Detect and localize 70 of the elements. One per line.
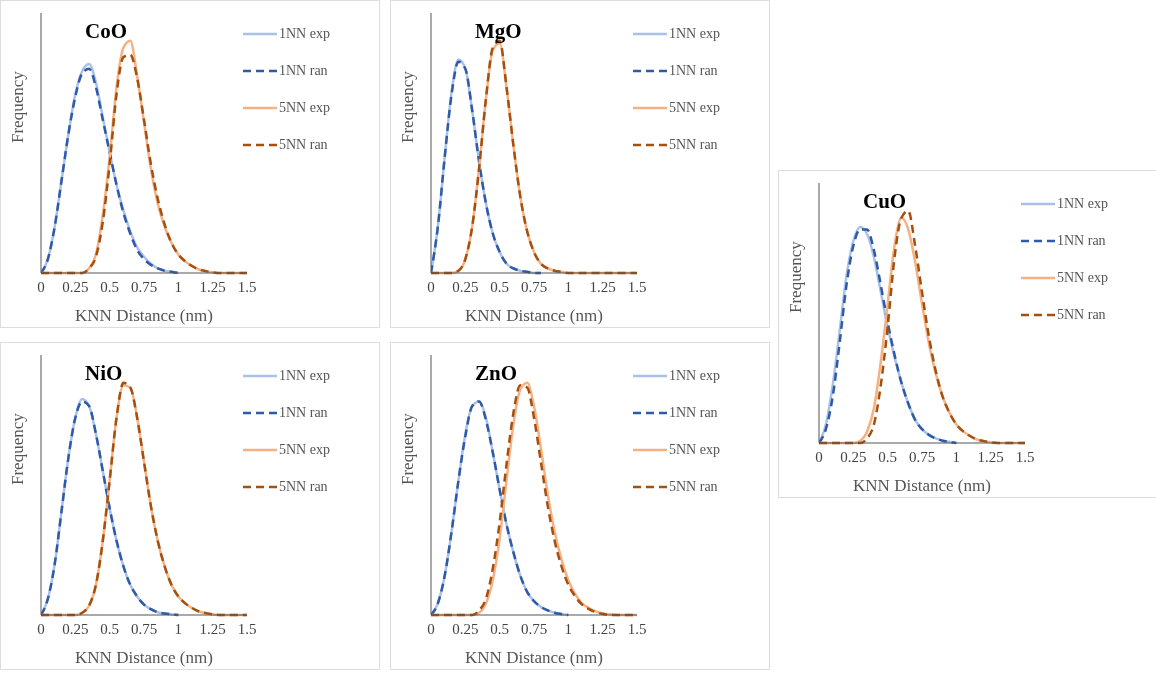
legend-label: 5NN ran (279, 478, 328, 495)
legend-label: 1NN exp (669, 25, 720, 42)
legend-label: 1NN ran (279, 404, 328, 421)
legend-label: 1NN ran (1057, 232, 1106, 249)
legend-label: 5NN exp (1057, 269, 1108, 286)
legend-label: 5NN ran (1057, 306, 1106, 323)
x-tick-label: 1 (952, 448, 961, 465)
x-tick-label: 0.25 (840, 448, 867, 465)
x-tick-label: 0.25 (62, 620, 89, 637)
y-axis-title: Frequency (398, 412, 418, 485)
legend-label: 5NN ran (279, 136, 328, 153)
x-tick-label: 0 (37, 278, 45, 295)
x-tick-label: 0 (427, 620, 435, 637)
x-tick-label: 0.75 (520, 278, 548, 295)
legend-label: 1NN exp (1057, 195, 1108, 212)
x-tick-label: 0.5 (490, 620, 510, 637)
chart-title: CuO (863, 189, 907, 214)
y-axis-title: Frequency (8, 70, 28, 143)
x-axis-title: KNN Distance (nm) (853, 476, 991, 495)
chart-title: MgO (475, 19, 522, 44)
x-tick-label: 0.5 (878, 448, 898, 465)
x-tick-label: 0.75 (130, 278, 158, 295)
x-tick-label: 1.25 (589, 278, 616, 295)
x-tick-label: 1 (564, 278, 573, 295)
x-tick-label: 0.75 (908, 448, 936, 465)
x-tick-label: 0 (427, 278, 435, 295)
x-tick-label: 1.5 (627, 620, 647, 637)
x-tick-label: 0 (815, 448, 823, 465)
legend-label: 5NN exp (669, 441, 720, 458)
x-tick-label: 1.25 (199, 278, 226, 295)
x-tick-label: 1.5 (237, 620, 257, 637)
x-tick-label: 1 (174, 620, 183, 637)
x-tick-label: 0.25 (62, 278, 89, 295)
x-tick-label: 0.25 (452, 620, 479, 637)
legend-label: 1NN exp (279, 367, 330, 384)
x-tick-label: 1.25 (589, 620, 616, 637)
x-tick-label: 0.5 (490, 278, 510, 295)
chart-title: CoO (85, 19, 127, 44)
legend-label: 5NN exp (279, 441, 330, 458)
legend-label: 1NN exp (669, 367, 720, 384)
x-tick-label: 1.25 (977, 448, 1004, 465)
x-axis-title: KNN Distance (nm) (75, 648, 213, 667)
x-tick-label: 0 (37, 620, 45, 637)
legend-label: 1NN ran (669, 404, 718, 421)
y-axis-title: Frequency (398, 70, 418, 143)
x-tick-label: 0.5 (100, 278, 120, 295)
legend-label: 1NN exp (279, 25, 330, 42)
x-tick-label: 1.5 (627, 278, 647, 295)
x-axis-title: KNN Distance (nm) (75, 306, 213, 325)
legend-label: 1NN ran (669, 62, 718, 79)
y-axis-title: Frequency (786, 240, 806, 313)
x-tick-label: 1.25 (199, 620, 226, 637)
x-tick-label: 0.25 (452, 278, 479, 295)
legend-label: 5NN exp (669, 99, 720, 116)
y-axis-title: Frequency (8, 412, 28, 485)
x-tick-label: 1 (174, 278, 183, 295)
legend-label: 1NN ran (279, 62, 328, 79)
x-tick-label: 1 (564, 620, 573, 637)
legend-label: 5NN exp (279, 99, 330, 116)
legend-label: 5NN ran (669, 136, 718, 153)
x-axis-title: KNN Distance (nm) (465, 306, 603, 325)
x-tick-label: 0.75 (130, 620, 158, 637)
x-axis-title: KNN Distance (nm) (465, 648, 603, 667)
x-tick-label: 0.5 (100, 620, 120, 637)
x-tick-label: 1.5 (1015, 448, 1035, 465)
x-tick-label: 0.75 (520, 620, 548, 637)
chart-title: NiO (85, 361, 123, 386)
legend-label: 5NN ran (669, 478, 718, 495)
chart-title: ZnO (475, 361, 518, 386)
x-tick-label: 1.5 (237, 278, 257, 295)
